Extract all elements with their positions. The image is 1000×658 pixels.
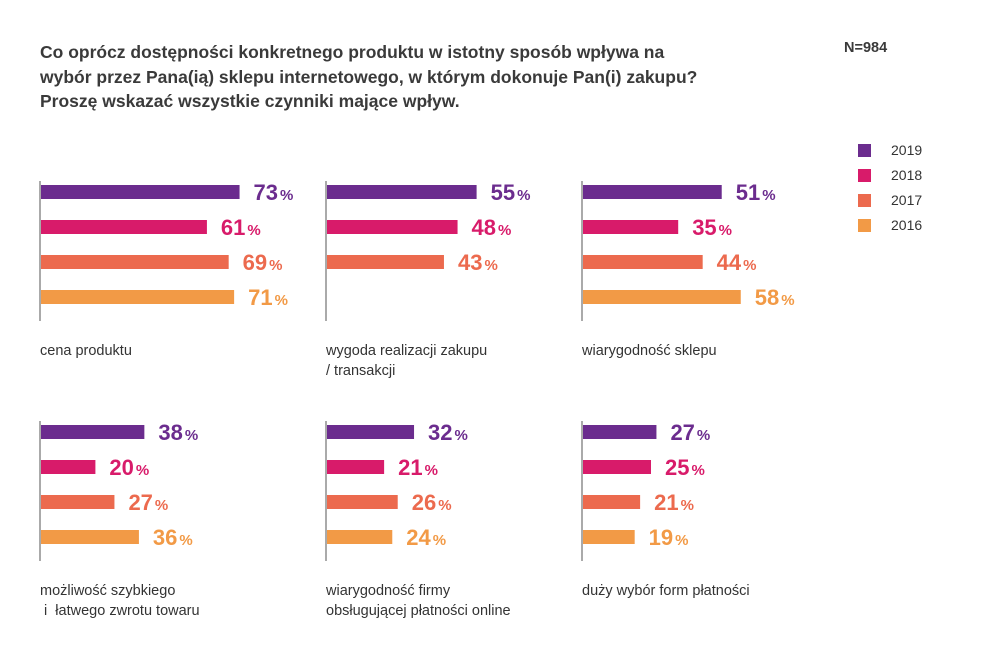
bar-2016 [41, 290, 235, 304]
category-label: wygoda realizacji zakupu / transakcji [326, 343, 488, 379]
data-label: 51% [736, 180, 776, 205]
bar-2019 [583, 425, 657, 439]
legend-swatch [858, 143, 871, 157]
data-label: 35% [692, 215, 732, 240]
bar-2016 [583, 530, 635, 544]
bar-2017 [41, 495, 115, 509]
bar-2017 [327, 495, 398, 509]
category-label: wiarygodność sklepu [582, 343, 717, 359]
legend-swatch [858, 168, 871, 182]
data-label: 61% [221, 215, 261, 240]
bar-2017 [41, 255, 229, 269]
bar-2018 [327, 220, 458, 234]
chart-panel: 38 % 20 % 27 % 36% [39, 420, 198, 561]
data-label: 38% [158, 420, 198, 445]
legend-item-2018: 2018 [858, 165, 922, 185]
data-label: 43% [458, 250, 498, 275]
bar-2017 [327, 255, 444, 269]
data-label: 25% [665, 455, 705, 480]
bar-2017 [583, 255, 703, 269]
data-label: 73% [254, 180, 294, 205]
data-label: 21% [654, 490, 694, 515]
chart-panel: 27 % 25 % 21 % 19% [581, 420, 710, 561]
legend-label: 2017 [891, 192, 923, 208]
bar-2018 [327, 460, 385, 474]
data-label: 48% [472, 215, 512, 240]
data-label: 58% [755, 285, 795, 310]
legend-item-2016: 2016 [858, 215, 922, 235]
category-label: wiarygodność firmy obsługującej płatnośc… [326, 583, 511, 619]
bar-2019 [41, 425, 145, 439]
bar-2018 [583, 220, 679, 234]
legend-label: 2019 [891, 142, 923, 158]
legend-item-2019: 2019 [858, 140, 922, 160]
title-line: Proszę wskazać wszystkie czynniki mające… [40, 91, 460, 111]
data-label: 24% [406, 525, 446, 550]
category-label: duży wybór form płatności [582, 583, 750, 599]
legend-label: 2018 [891, 167, 923, 183]
legend-item-2017: 2017 [858, 190, 922, 210]
data-label: 20% [109, 455, 149, 480]
data-label: 26% [412, 490, 452, 515]
category-label: możliwość szybkiego i łatwego zwrotu tow… [40, 583, 200, 619]
chart-panel: 73 % 61 % 69 % 71% [39, 180, 294, 321]
data-label: 69% [243, 250, 283, 275]
chart-panel: 51 %35 % 44 % 58% [581, 180, 795, 321]
bar-2019 [583, 185, 722, 199]
sample-size: N=984 [844, 40, 888, 56]
data-label: 27% [128, 490, 168, 515]
data-label: 21% [398, 455, 438, 480]
bar-2016 [41, 530, 139, 544]
bar-2017 [583, 495, 641, 509]
bar-2019 [327, 425, 415, 439]
data-label: 55% [491, 180, 531, 205]
title-line: wybór przez Pana(ią) sklepu internetoweg… [40, 66, 698, 87]
bar-2018 [41, 460, 96, 474]
data-label: 19% [649, 525, 689, 550]
legend-swatch [858, 193, 871, 207]
data-label: 32% [428, 420, 468, 445]
legend-label: 2016 [891, 217, 923, 233]
title-line: Co oprócz dostępności konkretnego produk… [40, 42, 665, 62]
chart-title: Co oprócz dostępności konkretnego produk… [40, 40, 800, 114]
bar-2018 [41, 220, 207, 234]
data-label: 71% [248, 285, 288, 310]
bar-2018 [583, 460, 651, 474]
bar-2019 [327, 185, 477, 199]
bar-2016 [327, 530, 393, 544]
bar-2016 [583, 290, 741, 304]
legend-swatch [858, 218, 871, 232]
chart-panel: 55 % 48 % 43% [325, 180, 531, 321]
category-label: cena produktu [40, 343, 132, 359]
data-label: 27% [670, 420, 710, 445]
data-label: 44% [717, 250, 757, 275]
bar-2019 [41, 185, 240, 199]
chart-panel: 32 % 21 % 26 % 24% [325, 420, 468, 561]
data-label: 36% [153, 525, 193, 550]
